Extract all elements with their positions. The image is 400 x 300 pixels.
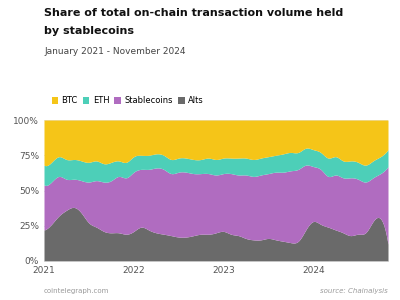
- Legend: BTC, ETH, Stablecoins, Alts: BTC, ETH, Stablecoins, Alts: [48, 93, 207, 109]
- Text: source: Chainalysis: source: Chainalysis: [320, 288, 388, 294]
- Text: cointelegraph.com: cointelegraph.com: [44, 288, 109, 294]
- Text: January 2021 - November 2024: January 2021 - November 2024: [44, 46, 186, 56]
- Text: by stablecoins: by stablecoins: [44, 26, 134, 35]
- Text: Share of total on-chain transaction volume held: Share of total on-chain transaction volu…: [44, 8, 343, 17]
